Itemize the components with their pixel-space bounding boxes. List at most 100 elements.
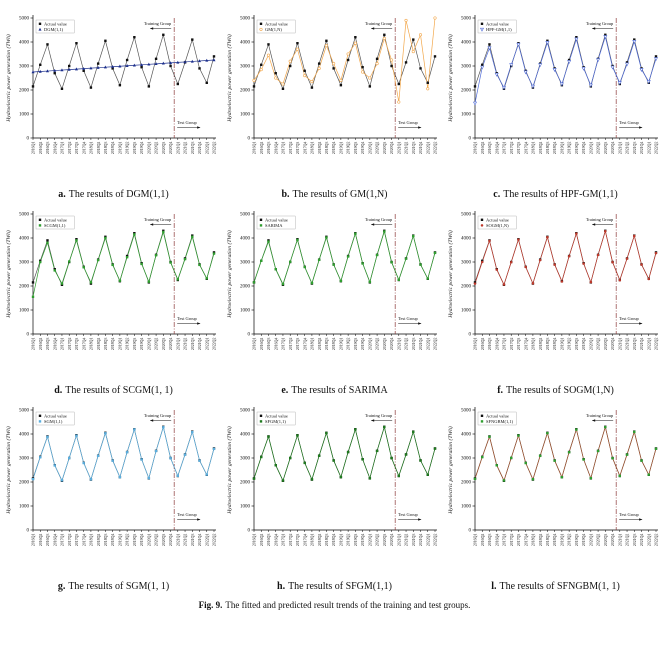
subplot-d-caption-text: The results of SCGM(1, 1)	[65, 385, 173, 396]
svg-text:2021Q2: 2021Q2	[626, 338, 630, 351]
svg-text:2019Q1: 2019Q1	[560, 142, 564, 155]
svg-text:2021Q4: 2021Q4	[640, 338, 644, 351]
svg-text:2020Q3: 2020Q3	[604, 142, 608, 155]
svg-text:5000: 5000	[461, 213, 472, 218]
svg-text:4000: 4000	[461, 41, 472, 46]
svg-text:2018Q2: 2018Q2	[539, 338, 543, 351]
svg-text:2018Q4: 2018Q4	[111, 534, 115, 547]
svg-text:2016Q4: 2016Q4	[53, 534, 57, 547]
svg-text:SFGM(1,1): SFGM(1,1)	[265, 419, 286, 425]
svg-text:2017Q4: 2017Q4	[524, 142, 528, 155]
svg-text:2019Q3: 2019Q3	[354, 338, 358, 351]
svg-text:2021Q3: 2021Q3	[633, 534, 637, 547]
svg-text:1000: 1000	[461, 113, 472, 118]
svg-text:5000: 5000	[240, 409, 251, 414]
svg-text:2020Q3: 2020Q3	[162, 338, 166, 351]
svg-text:2022Q1: 2022Q1	[426, 338, 430, 351]
subplot-h-letter: h.	[277, 581, 286, 592]
svg-text:2000: 2000	[19, 481, 30, 486]
svg-text:2017Q1: 2017Q1	[503, 142, 507, 155]
svg-text:2020Q3: 2020Q3	[383, 534, 387, 547]
svg-text:HPF-GM(1,1): HPF-GM(1,1)	[486, 27, 512, 33]
svg-text:2022Q1: 2022Q1	[647, 338, 651, 351]
subplot-a-letter: a.	[58, 189, 66, 200]
svg-text:2021Q4: 2021Q4	[419, 338, 423, 351]
svg-text:0: 0	[27, 137, 30, 142]
svg-text:2017Q4: 2017Q4	[82, 142, 86, 155]
svg-text:2018Q2: 2018Q2	[318, 338, 322, 351]
svg-text:1000: 1000	[240, 113, 251, 118]
svg-text:2018Q1: 2018Q1	[90, 142, 94, 155]
svg-text:2020Q1: 2020Q1	[147, 534, 151, 547]
subplot-h-caption: h. The results of SFGM(1,1)	[224, 581, 445, 592]
svg-text:4000: 4000	[461, 237, 472, 242]
svg-text:2021Q1: 2021Q1	[176, 338, 180, 351]
svg-text:2021Q2: 2021Q2	[405, 534, 409, 547]
svg-text:SOGM(1,N): SOGM(1,N)	[486, 223, 509, 229]
svg-text:2020Q4: 2020Q4	[169, 534, 173, 547]
svg-text:2020Q2: 2020Q2	[376, 338, 380, 351]
svg-text:2018Q4: 2018Q4	[111, 338, 115, 351]
svg-text:Training Group: Training Group	[365, 21, 393, 26]
svg-text:Hydroelectric power generation: Hydroelectric power generation (TWh)	[5, 426, 12, 515]
svg-text:2021Q4: 2021Q4	[198, 142, 202, 155]
svg-text:2022Q1: 2022Q1	[426, 142, 430, 155]
svg-text:Training Group: Training Group	[586, 217, 614, 222]
svg-text:2016Q2: 2016Q2	[39, 142, 43, 155]
svg-text:2021Q2: 2021Q2	[184, 338, 188, 351]
svg-text:2021Q3: 2021Q3	[191, 338, 195, 351]
svg-text:2019Q1: 2019Q1	[560, 338, 564, 351]
svg-text:2022Q1: 2022Q1	[647, 142, 651, 155]
svg-text:2020Q4: 2020Q4	[611, 534, 615, 547]
svg-text:2016Q3: 2016Q3	[46, 534, 50, 547]
svg-text:2017Q3: 2017Q3	[517, 534, 521, 547]
svg-text:2016Q3: 2016Q3	[46, 142, 50, 155]
svg-text:2020Q4: 2020Q4	[390, 534, 394, 547]
svg-text:2020Q2: 2020Q2	[597, 534, 601, 547]
svg-text:2020Q2: 2020Q2	[376, 534, 380, 547]
subplot-e-letter: e.	[281, 385, 289, 396]
svg-text:4000: 4000	[19, 41, 30, 46]
svg-text:2017Q4: 2017Q4	[303, 338, 307, 351]
figure-caption-prefix: Fig. 9.	[198, 600, 223, 610]
svg-text:2016Q4: 2016Q4	[53, 142, 57, 155]
svg-text:2019Q1: 2019Q1	[118, 142, 122, 155]
svg-text:2016Q1: 2016Q1	[474, 338, 478, 351]
svg-text:2019Q4: 2019Q4	[361, 534, 365, 547]
subplot-a: 0 1000 2000 3000 4000 5000 2016Q1 2016Q2 2016Q3 2…	[3, 10, 224, 200]
svg-text:DGM(1,1): DGM(1,1)	[44, 27, 64, 33]
svg-text:2019Q4: 2019Q4	[140, 534, 144, 547]
svg-text:2017Q2: 2017Q2	[510, 142, 514, 155]
svg-text:2019Q1: 2019Q1	[339, 142, 343, 155]
svg-text:2022Q2: 2022Q2	[434, 534, 438, 547]
svg-text:2021Q2: 2021Q2	[405, 142, 409, 155]
subplot-e-caption: e. The results of SARIMA	[224, 385, 445, 396]
svg-text:2016Q1: 2016Q1	[253, 142, 257, 155]
svg-text:2018Q1: 2018Q1	[311, 534, 315, 547]
svg-text:2017Q1: 2017Q1	[282, 142, 286, 155]
svg-text:1000: 1000	[461, 505, 472, 510]
svg-text:2021Q2: 2021Q2	[626, 534, 630, 547]
svg-text:2021Q1: 2021Q1	[397, 534, 401, 547]
svg-text:2017Q1: 2017Q1	[503, 534, 507, 547]
svg-text:2019Q1: 2019Q1	[560, 534, 564, 547]
svg-text:Actual value: Actual value	[486, 217, 509, 222]
svg-text:4000: 4000	[19, 433, 30, 438]
svg-text:2020Q2: 2020Q2	[155, 142, 159, 155]
svg-text:Hydroelectric power generation: Hydroelectric power generation (TWh)	[226, 34, 233, 123]
svg-text:3000: 3000	[461, 65, 472, 70]
svg-text:3000: 3000	[461, 261, 472, 266]
svg-text:2018Q2: 2018Q2	[539, 142, 543, 155]
svg-text:2019Q2: 2019Q2	[347, 142, 351, 155]
svg-text:2020Q4: 2020Q4	[169, 142, 173, 155]
svg-text:2016Q3: 2016Q3	[488, 534, 492, 547]
svg-text:2021Q3: 2021Q3	[633, 338, 637, 351]
svg-text:2021Q3: 2021Q3	[412, 338, 416, 351]
svg-text:2017Q4: 2017Q4	[524, 338, 528, 351]
subplot-d: 0 1000 2000 3000 4000 5000 2016Q1 2016Q2 2016Q3 2…	[3, 206, 224, 396]
svg-text:2022Q2: 2022Q2	[213, 338, 217, 351]
svg-text:2020Q2: 2020Q2	[376, 142, 380, 155]
svg-text:4000: 4000	[240, 41, 251, 46]
